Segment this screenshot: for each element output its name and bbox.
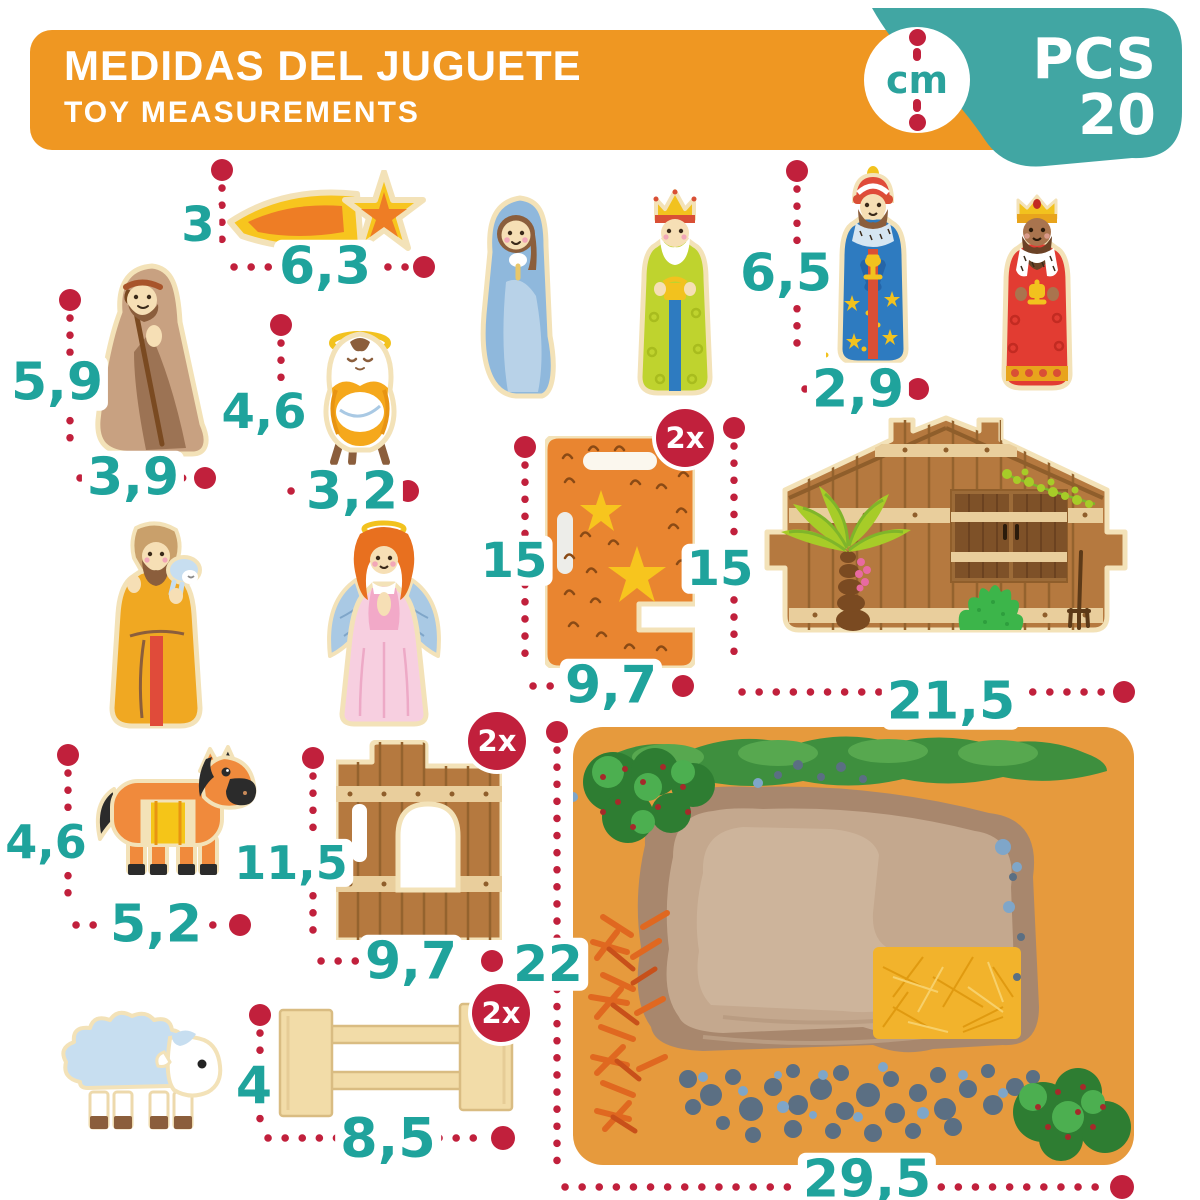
measure-horse-height: 4,6	[0, 818, 92, 866]
measure-mat-height: 22	[508, 938, 588, 991]
figure-king-red	[1001, 194, 1073, 391]
figure-king-green	[637, 189, 713, 396]
figure-donkey	[95, 745, 257, 875]
measure-joseph-height: 5,9	[5, 356, 109, 411]
ruler-dash-icon	[913, 47, 921, 61]
measure-stable-height: 15	[681, 543, 759, 594]
measure-window-wall-width: 9,7	[359, 935, 463, 990]
measure-fence-width: 8,5	[335, 1110, 441, 1168]
page-title: MEDIDAS DEL JUGUETE	[64, 42, 582, 89]
measure-baby-height: 4,6	[216, 386, 312, 437]
figure-shepherd-with-lamb	[109, 521, 203, 729]
pcs-label: PCS	[1032, 27, 1156, 92]
figure-star-wall-panel	[545, 436, 695, 668]
figure-fence	[278, 1002, 514, 1118]
measure-kings-width: 2,9	[806, 363, 910, 418]
measure-star-height: 3	[176, 199, 220, 250]
figure-angel	[327, 520, 441, 727]
ruler-dot-icon	[908, 114, 926, 132]
figure-sheep	[61, 1010, 223, 1130]
page-subtitle: TOY MEASUREMENTS	[64, 96, 420, 129]
qty-badge-star-wall: 2x	[656, 409, 714, 467]
cm-unit-badge: cm	[864, 27, 970, 133]
figure-stable-facade	[764, 415, 1128, 633]
measure-fence-height: 4	[230, 1060, 278, 1115]
qty-badge-window-wall: 2x	[468, 712, 526, 770]
measure-horse-width: 5,2	[104, 898, 208, 953]
measure-star-width: 6,3	[273, 240, 377, 295]
measure-mat-width: 29,5	[797, 1153, 937, 1200]
figure-baby-jesus-crib	[323, 331, 397, 466]
pcs-value: 20	[1078, 83, 1156, 148]
figure-king-blue	[826, 166, 909, 366]
figure-window-wall-panel	[336, 740, 502, 940]
ruler-dot-icon	[908, 28, 926, 46]
measure-kings-height: 6,5	[734, 247, 838, 302]
figure-play-mat	[573, 727, 1134, 1165]
measure-joseph-width: 3,9	[81, 451, 185, 506]
qty-badge-fence: 2x	[472, 984, 530, 1042]
measure-star-wall-height: 15	[475, 535, 553, 586]
ruler-dash-icon	[913, 99, 921, 113]
figure-mary	[480, 195, 556, 399]
measure-stable-width: 21,5	[881, 675, 1021, 730]
measure-star-wall-width: 9,7	[559, 659, 663, 714]
measure-window-wall-height: 11,5	[229, 839, 353, 887]
measure-baby-width: 3,2	[300, 465, 404, 520]
cm-unit-label: cm	[885, 57, 949, 102]
pcs-count: PCS 20	[1000, 32, 1156, 144]
figure-joseph	[95, 263, 209, 457]
